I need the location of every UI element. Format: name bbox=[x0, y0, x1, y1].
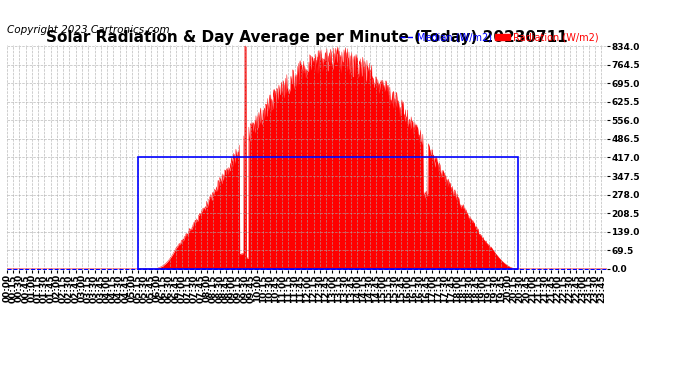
Title: Solar Radiation & Day Average per Minute (Today) 20230711: Solar Radiation & Day Average per Minute… bbox=[46, 30, 568, 45]
Bar bbox=[138, 158, 518, 268]
Legend: Median (W/m2), Radiation (W/m2): Median (W/m2), Radiation (W/m2) bbox=[396, 28, 602, 46]
Text: Copyright 2023 Cartronics.com: Copyright 2023 Cartronics.com bbox=[7, 25, 170, 35]
